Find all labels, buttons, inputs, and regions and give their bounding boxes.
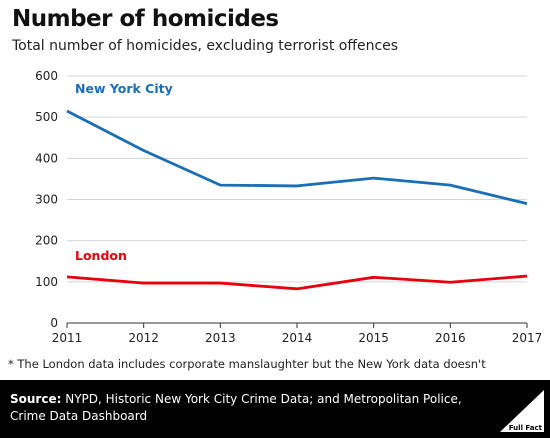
y-tick-label: 600 — [35, 69, 58, 83]
series-lines — [66, 109, 528, 291]
source-bar: Source: NYPD, Historic New York City Cri… — [0, 380, 550, 438]
x-tick-label: 2011 — [52, 331, 83, 345]
y-tick-label: 400 — [35, 151, 58, 165]
line-chart: 0 100 200 300 400 500 600 2011 2012 2013 2014 2015… — [35, 69, 543, 345]
logo-text: Full Fact — [508, 424, 542, 432]
full-fact-logo-icon: Full Fact — [500, 390, 544, 432]
series-label: London — [75, 248, 127, 263]
y-tick-label: 0 — [50, 316, 58, 330]
x-tick-label: 2015 — [358, 331, 389, 345]
footnote: * The London data includes corporate man… — [8, 357, 486, 371]
series-labels: New York City London — [75, 81, 173, 263]
source-body: NYPD, Historic New York City Crime Data;… — [10, 392, 462, 423]
y-axis: 0 100 200 300 400 500 600 — [35, 69, 58, 330]
series-line-1 — [66, 274, 528, 291]
chart-subtitle: Total number of homicides, excluding ter… — [12, 38, 399, 54]
series-line-0 — [66, 109, 528, 205]
y-tick-label: 500 — [35, 110, 58, 124]
x-axis: 2011 2012 2013 2014 2015 2016 2017 — [52, 323, 543, 345]
series-label: New York City — [75, 81, 173, 96]
x-tick-label: 2013 — [205, 331, 236, 345]
y-tick-label: 300 — [35, 193, 58, 207]
gridlines — [67, 75, 527, 324]
x-tick-label: 2017 — [512, 331, 543, 345]
source-text: Source: NYPD, Historic New York City Cri… — [10, 391, 480, 425]
chart-title: Number of homicides — [12, 6, 279, 32]
x-tick-label: 2014 — [282, 331, 313, 345]
source-label: Source: — [10, 392, 62, 406]
x-tick-label: 2012 — [128, 331, 159, 345]
y-tick-label: 200 — [35, 234, 58, 248]
x-tick-label: 2016 — [435, 331, 466, 345]
y-tick-label: 100 — [35, 275, 58, 289]
